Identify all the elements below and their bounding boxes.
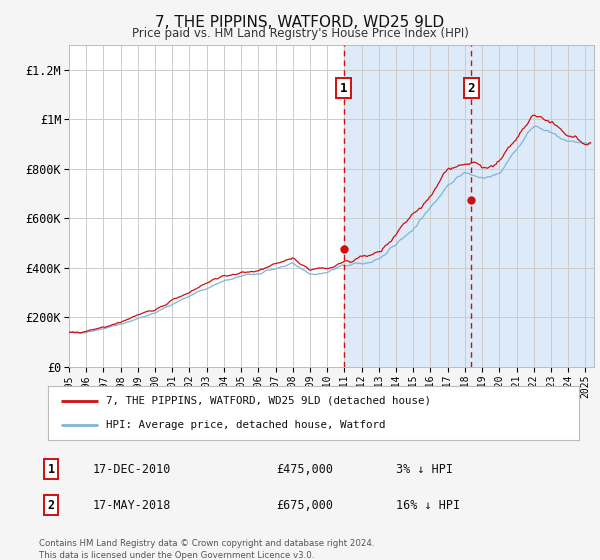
Text: 2: 2: [47, 498, 55, 512]
Text: 1: 1: [47, 463, 55, 476]
Text: 1: 1: [340, 82, 347, 95]
Text: Price paid vs. HM Land Registry's House Price Index (HPI): Price paid vs. HM Land Registry's House …: [131, 27, 469, 40]
Text: 7, THE PIPPINS, WATFORD, WD25 9LD: 7, THE PIPPINS, WATFORD, WD25 9LD: [155, 15, 445, 30]
Text: 16% ↓ HPI: 16% ↓ HPI: [396, 498, 460, 512]
Text: 3% ↓ HPI: 3% ↓ HPI: [396, 463, 453, 476]
Text: £475,000: £475,000: [276, 463, 333, 476]
Text: 7, THE PIPPINS, WATFORD, WD25 9LD (detached house): 7, THE PIPPINS, WATFORD, WD25 9LD (detac…: [106, 396, 431, 406]
Text: HPI: Average price, detached house, Watford: HPI: Average price, detached house, Watf…: [106, 420, 386, 430]
Text: 2: 2: [467, 82, 475, 95]
Text: 17-DEC-2010: 17-DEC-2010: [93, 463, 172, 476]
Text: Contains HM Land Registry data © Crown copyright and database right 2024.
This d: Contains HM Land Registry data © Crown c…: [39, 539, 374, 559]
Text: 17-MAY-2018: 17-MAY-2018: [93, 498, 172, 512]
Bar: [344, 45, 600, 367]
Text: £675,000: £675,000: [276, 498, 333, 512]
